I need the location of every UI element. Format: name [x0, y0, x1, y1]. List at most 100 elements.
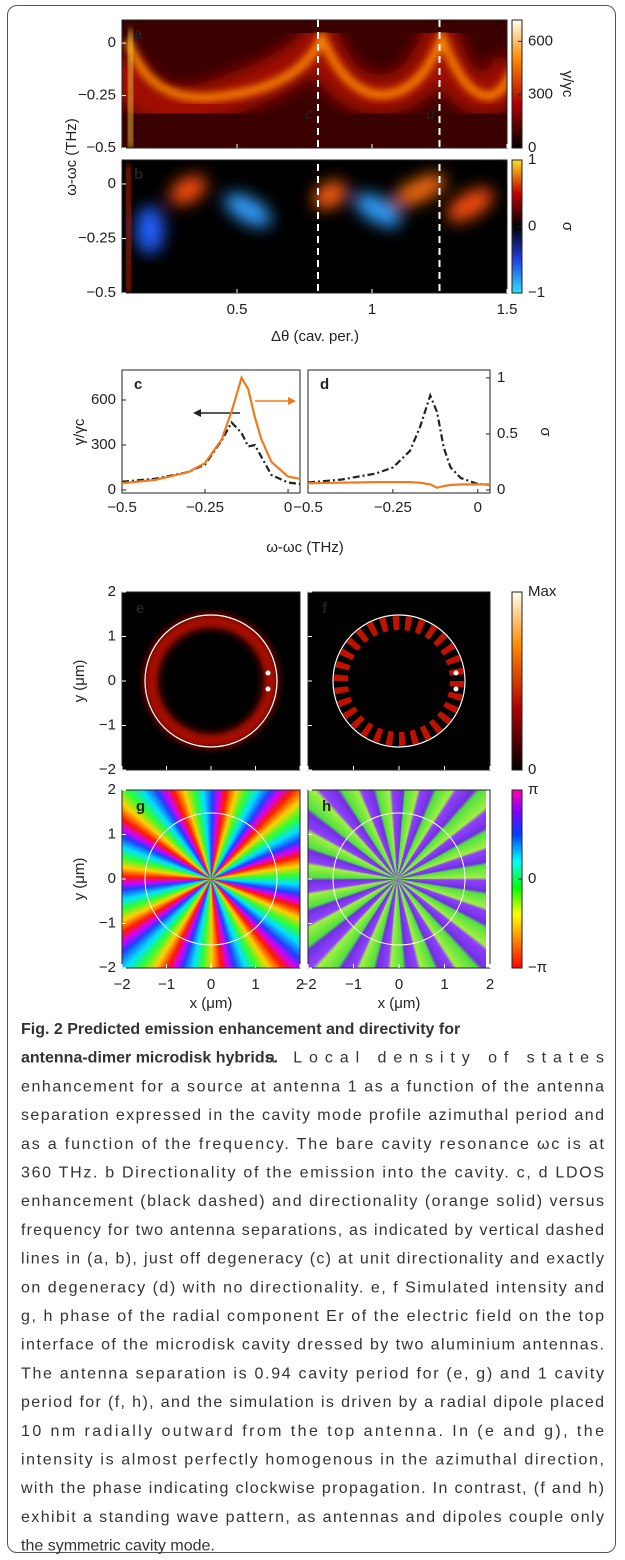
phase-map: [308, 790, 486, 968]
y-axis-label: ω-ωc (THz): [63, 118, 80, 196]
y-tick-label: 300: [91, 436, 116, 453]
data-line: [307, 481, 490, 489]
colorbar-tick-label: −π: [528, 959, 547, 976]
x-tick-label: −0.5: [293, 499, 323, 516]
x-tick-label: 0: [207, 976, 215, 993]
y-axis-label: y (μm): [71, 858, 88, 901]
y-tick-label: −1: [99, 716, 116, 733]
y-tick-label: 0: [108, 175, 116, 192]
x-axis-label: Δθ (cav. per.): [271, 328, 359, 345]
colorbar-tick-label: 0: [528, 761, 536, 778]
x-axis-label: ω-ωc (THz): [266, 539, 344, 556]
colorbar-tick-label: 0: [528, 139, 536, 156]
x-axis-label: x (μm): [190, 995, 233, 1012]
x-tick-label: 1: [440, 976, 448, 993]
y2-tick-label: 0.5: [497, 425, 518, 442]
y-tick-label: 0: [108, 870, 116, 887]
intensity-map: [308, 592, 490, 770]
caption-title: Fig. 2 Predicted emission enhancement an…: [21, 1021, 460, 1038]
caption-text: 10 nm radially outward from the top ante…: [21, 1423, 604, 1440]
x-tick-label: −0.5: [107, 499, 137, 516]
x-tick-label: −2: [113, 976, 130, 993]
y-tick-label: −0.5: [86, 284, 116, 301]
caption-text: with the phase indicating clockwise prop…: [20, 1480, 604, 1497]
y-tick-label: −1: [99, 914, 116, 931]
y-tick-label: 1: [108, 627, 116, 644]
caption-text: interface of the microdisk cavity dresse…: [21, 1337, 604, 1354]
plot-frame: [121, 369, 301, 494]
colorbar-tick-label: 0: [528, 870, 536, 887]
heatmap: [122, 20, 507, 148]
y2-axis-label: σ: [537, 427, 554, 437]
colorbar-tick-label: 1: [528, 151, 536, 168]
y-tick-label: 1: [108, 825, 116, 842]
x-tick-label: 2: [486, 976, 494, 993]
caption-text: 360 THz. b Directionality of the emissio…: [21, 1165, 604, 1182]
caption-text: the symmetric cavity mode.: [21, 1538, 215, 1555]
caption-text: frequency for two antenna separations, a…: [21, 1222, 604, 1239]
plot-frame: [121, 19, 508, 149]
heatmap: [122, 160, 507, 293]
colorbar-tick-label: 300: [528, 86, 553, 103]
x-tick-label: −1: [345, 976, 362, 993]
caption-text: enhancement for a source at antenna 1 as…: [21, 1078, 604, 1095]
colorbar-tick-label: 0: [528, 217, 536, 234]
colorbar: [511, 591, 523, 771]
y-tick-label: 2: [108, 583, 116, 600]
y-tick-label: −0.5: [86, 139, 116, 156]
plot-frame: [121, 789, 301, 969]
x-axis-label: x (μm): [378, 995, 421, 1012]
colorbar: [511, 19, 523, 149]
panel-label: f: [322, 600, 328, 617]
panel-label: b: [134, 166, 143, 183]
y-tick-label: −2: [99, 761, 116, 778]
colorbar-tick-label: Max: [528, 583, 557, 600]
caption-text: a Local density of states: [266, 1050, 604, 1067]
data-line: [121, 420, 301, 486]
colorbar-tick-label: 600: [528, 32, 553, 49]
x-tick-label: 0: [284, 499, 292, 516]
y-tick-label: −0.25: [78, 87, 116, 104]
x-tick-label: 1: [368, 301, 376, 318]
caption-text: enhancement (black dashed) and direction…: [21, 1193, 604, 1210]
caption-text: g, h phase of the radial component Er of…: [21, 1308, 604, 1325]
phase-map: [122, 790, 300, 968]
panel-label: a: [134, 26, 143, 43]
y-axis-label: y (μm): [71, 660, 88, 703]
x-tick-label: 1.5: [497, 301, 518, 318]
disk-outline: [144, 812, 278, 946]
axis-arrow: [193, 397, 296, 417]
caption-text: on degeneracy (d) with no directionality…: [21, 1279, 604, 1296]
caption-text: intensity is almost perfectly homogenous…: [21, 1452, 604, 1469]
intensity-map: [122, 592, 300, 770]
y-axis-label: γ/γc: [71, 418, 88, 445]
caption-text: separation expressed in the cavity mode …: [21, 1107, 604, 1124]
plot-frame: [307, 369, 491, 494]
y-tick-label: 600: [91, 391, 116, 408]
data-line: [121, 375, 301, 485]
y-tick-label: −2: [99, 959, 116, 976]
figure-frame: [7, 5, 616, 1553]
caption-title: antenna-dimer microdisk hybrids.: [21, 1050, 278, 1067]
x-tick-label: 0: [474, 499, 482, 516]
panel-label: e: [136, 600, 144, 617]
plot-frame: [307, 789, 491, 969]
y-tick-label: 0: [108, 672, 116, 689]
colorbar-label: σ: [559, 222, 576, 232]
caption-text: period for (f, h), and the simulation is…: [21, 1394, 604, 1411]
panel-label: c: [134, 376, 142, 393]
x-tick-label: 0.5: [227, 301, 248, 318]
caption-text: as a function of the frequency. The bare…: [21, 1136, 605, 1153]
y-tick-label: 0: [108, 34, 116, 51]
panel-label: d: [320, 376, 329, 393]
caption-text: lines in (a, b), just off degeneracy (c)…: [21, 1251, 604, 1268]
y-tick-label: 0: [108, 481, 116, 498]
x-tick-label: −0.25: [186, 499, 224, 516]
x-tick-label: −1: [158, 976, 175, 993]
caption-text: The antenna separation is 0.94 cavity pe…: [21, 1365, 604, 1382]
data-line: [307, 392, 491, 486]
colorbar-tick-label: −1: [528, 284, 545, 301]
colorbar-label: γ/γc: [559, 71, 576, 98]
plot-frame: [121, 159, 508, 294]
